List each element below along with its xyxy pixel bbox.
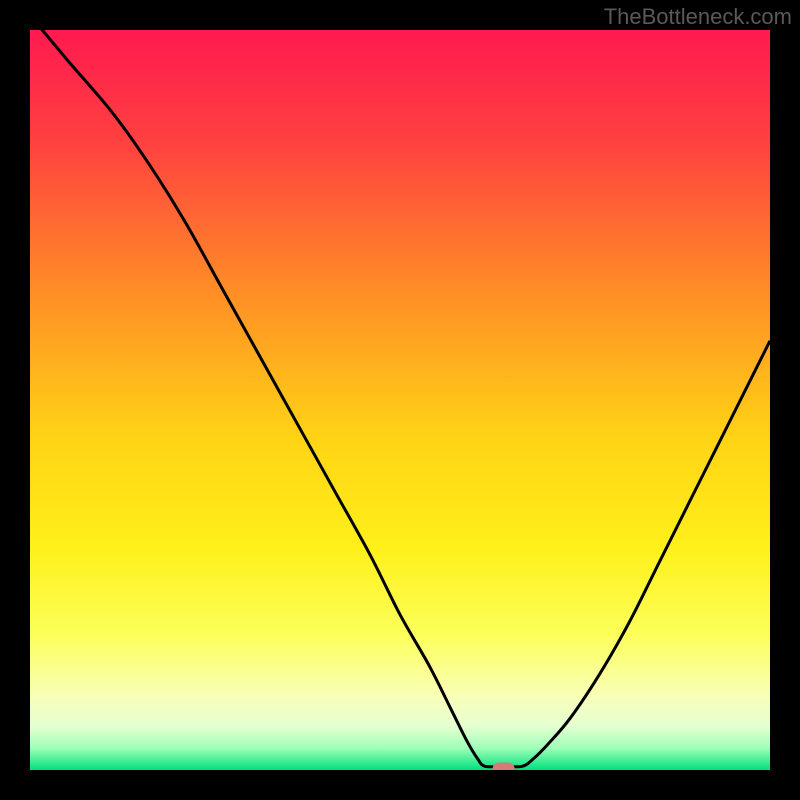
chart-background [30,30,770,770]
watermark-text: TheBottleneck.com [604,4,792,30]
bottleneck-chart [30,30,770,770]
optimal-point-marker [493,763,515,770]
chart-svg [30,30,770,770]
